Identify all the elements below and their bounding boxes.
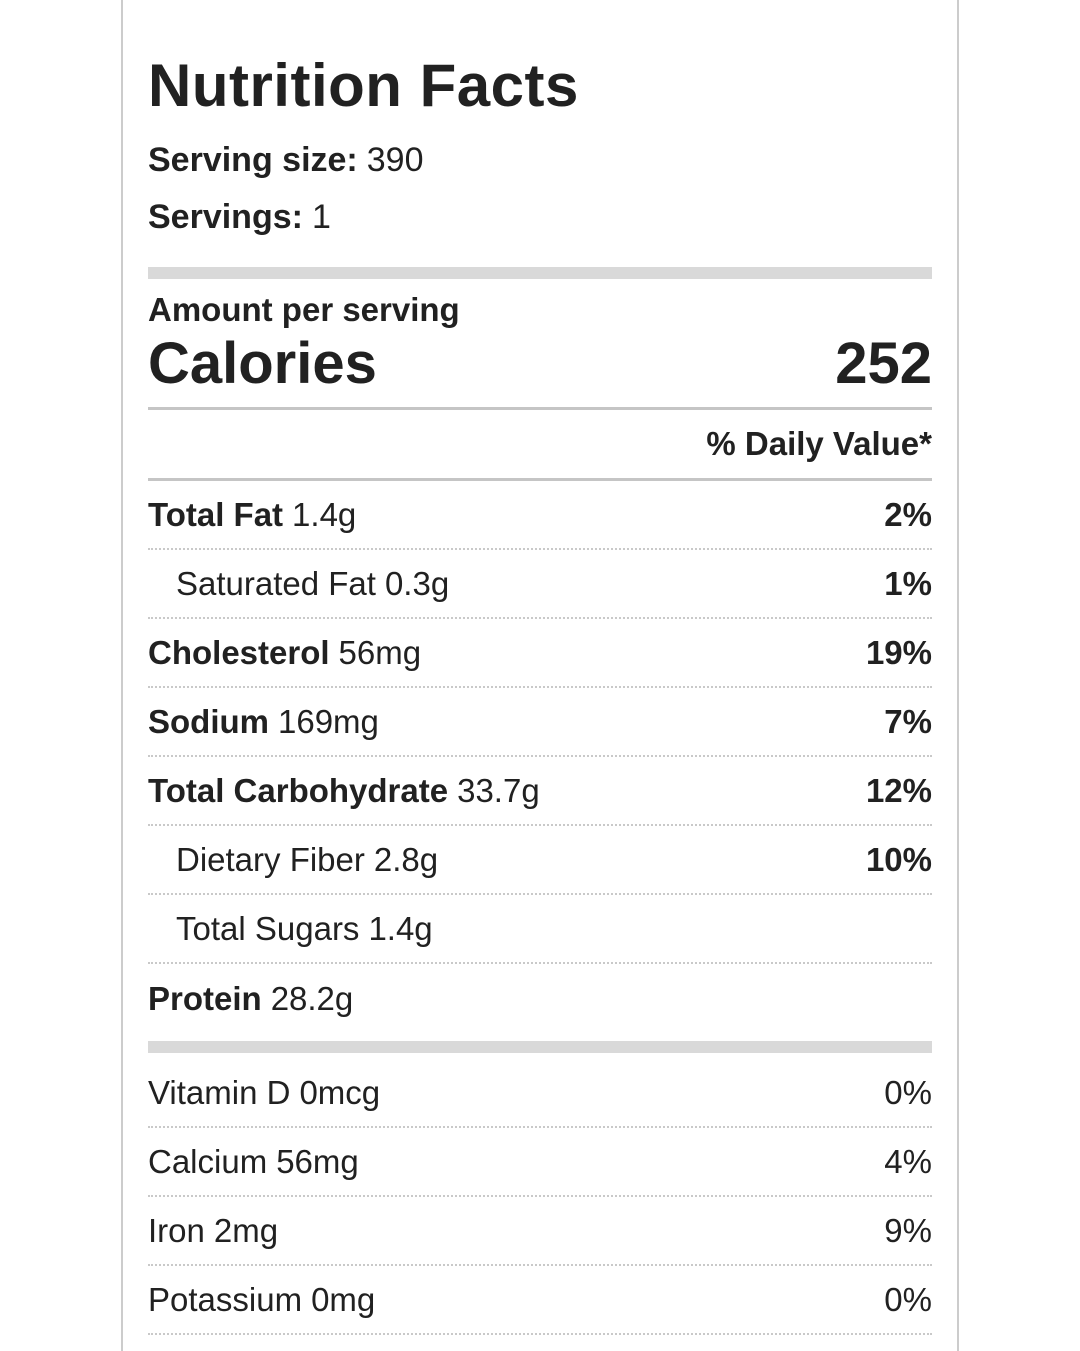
section-bar-middle <box>148 1041 932 1053</box>
calories-value: 252 <box>835 331 932 396</box>
nutrient-name: Iron <box>148 1211 205 1249</box>
section-bar-top <box>148 267 932 279</box>
nutrient-dv-value: 2% <box>884 495 932 533</box>
nutrient-amount: 0.3g <box>384 564 450 602</box>
nutrient-row-left: Saturated Fat 0.3g <box>148 565 449 603</box>
nutrient-amount: 169mg <box>278 702 379 740</box>
nutrient-dv-value: 4% <box>884 1142 932 1180</box>
rule-under-dv-header <box>148 478 932 481</box>
nutrient-row: Dietary Fiber 2.8g 10% <box>148 826 932 895</box>
nutrient-dv-value: 19% <box>865 633 932 671</box>
daily-value-header: % Daily Value* <box>706 425 932 462</box>
nutrient-dv-value: 7% <box>884 702 932 740</box>
nutrient-row: Total Sugars 1.4g <box>148 895 932 964</box>
serving-size-line: Serving size: 390 <box>148 132 932 189</box>
nutrient-row: Total Fat 1.4g 2% <box>148 481 932 550</box>
nutrient-row-left: Dietary Fiber 2.8g <box>148 841 438 879</box>
nutrient-dv-value: 0% <box>884 1073 932 1111</box>
nutrition-facts-title: Nutrition Facts <box>148 52 579 119</box>
nutrient-name: Potassium <box>148 1280 303 1318</box>
nutrient-row: Vitamin D 0mcg 0% <box>148 1059 932 1128</box>
servings-value: 1 <box>311 198 331 236</box>
nutrient-name: Dietary Fiber <box>176 840 365 878</box>
nutrient-row: Potassium 0mg 0% <box>148 1266 932 1335</box>
nutrient-amount: 33.7g <box>457 771 540 809</box>
nutrient-amount: 28.2g <box>270 979 354 1017</box>
nutrient-amount: 1.4g <box>368 909 433 947</box>
nutrient-row-left: Cholesterol 56mg <box>148 634 421 672</box>
nutrient-amount: 56mg <box>338 633 422 671</box>
calories-row: Calories 252 <box>148 331 932 397</box>
nutrient-row: Cholesterol 56mg 19% <box>148 619 932 688</box>
nutrient-row-left: Sodium 169mg <box>148 703 379 741</box>
nutrient-name: Saturated Fat <box>176 564 376 602</box>
nutrient-row-left: Calcium 56mg <box>148 1143 359 1181</box>
micronutrient-rows-section: Vitamin D 0mcg 0% Calcium 56mg 4% Iron 2mg … <box>148 1059 932 1335</box>
nutrient-row: Iron 2mg 9% <box>148 1197 932 1266</box>
nutrient-amount: 1.4g <box>292 495 357 533</box>
nutrient-row-left: Potassium 0mg <box>148 1281 375 1319</box>
nutrient-dv-value: 0% <box>884 1280 932 1318</box>
nutrient-row: Total Carbohydrate 33.7g 12% <box>148 757 932 826</box>
nutrient-amount: 2.8g <box>373 840 439 878</box>
nutrient-row-left: Vitamin D 0mcg <box>148 1074 380 1112</box>
nutrient-row-left: Total Sugars 1.4g <box>148 910 433 948</box>
nutrient-amount: 56mg <box>276 1142 359 1180</box>
servings-line: Servings: 1 <box>148 189 932 246</box>
nutrient-name: Cholesterol <box>148 633 330 671</box>
serving-size-label: Serving size: <box>148 141 358 179</box>
nutrient-row-left: Protein 28.2g <box>148 980 353 1018</box>
nutrient-rows-section: Total Fat 1.4g 2% Saturated Fat 0.3g 1% Ch… <box>148 481 932 1033</box>
nutrient-name: Sodium <box>148 702 269 740</box>
nutrient-name: Vitamin D <box>148 1073 291 1111</box>
nutrient-dv-value: 10% <box>865 840 932 878</box>
serving-size-value: 390 <box>366 141 424 179</box>
nutrient-row-left: Total Fat 1.4g <box>148 496 356 534</box>
nutrient-name: Calcium <box>148 1142 268 1180</box>
nutrition-facts-card: Nutrition Facts Serving size: 390 Serving… <box>121 0 959 1351</box>
nutrient-dv-value: 1% <box>884 564 932 602</box>
nutrient-row-left: Iron 2mg <box>148 1212 278 1250</box>
nutrient-row: Protein 28.2g <box>148 964 932 1033</box>
nutrient-name: Total Fat <box>148 495 284 533</box>
nutrient-row: Saturated Fat 0.3g 1% <box>148 550 932 619</box>
nutrient-row: Sodium 169mg 7% <box>148 688 932 757</box>
nutrient-amount: 0mcg <box>299 1073 381 1111</box>
amount-per-serving-label: Amount per serving <box>148 291 460 328</box>
nutrient-name: Total Sugars <box>176 909 360 947</box>
nutrient-row: Calcium 56mg 4% <box>148 1128 932 1197</box>
nutrient-amount: 2mg <box>213 1211 279 1249</box>
nutrient-name: Protein <box>148 979 262 1017</box>
servings-label: Servings: <box>148 198 303 236</box>
calories-label: Calories <box>148 331 377 396</box>
nutrient-amount: 0mg <box>311 1280 376 1318</box>
rule-under-calories <box>148 407 932 410</box>
nutrient-name: Total Carbohydrate <box>148 771 449 809</box>
nutrient-dv-value: 12% <box>865 771 932 809</box>
nutrient-row-left: Total Carbohydrate 33.7g <box>148 772 540 810</box>
nutrient-dv-value: 9% <box>884 1211 932 1249</box>
